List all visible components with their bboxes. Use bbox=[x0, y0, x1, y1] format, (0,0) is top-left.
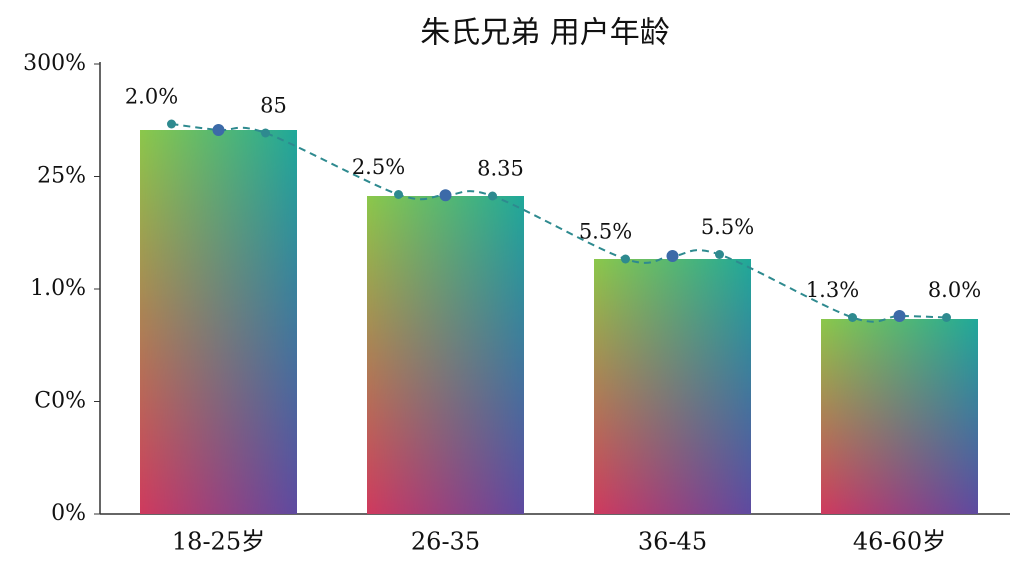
y-tick-label: C0% bbox=[34, 389, 86, 414]
line-point bbox=[942, 313, 951, 322]
annotation: 2.0% bbox=[125, 85, 178, 109]
x-tick-label: 26-35 bbox=[411, 528, 480, 556]
bar-shade bbox=[594, 259, 751, 514]
line-point bbox=[715, 250, 724, 259]
y-tick-label: 300% bbox=[23, 51, 86, 76]
annotation: 85 bbox=[260, 94, 287, 118]
x-tick-label: 18-25岁 bbox=[172, 528, 265, 556]
x-tick-label: 46-60岁 bbox=[853, 528, 946, 556]
line-point bbox=[621, 254, 630, 264]
line-point bbox=[893, 310, 906, 322]
annotation: 8.35 bbox=[477, 157, 524, 181]
line-point bbox=[439, 189, 452, 202]
line-point bbox=[167, 119, 176, 129]
bar-shade bbox=[821, 319, 978, 514]
line-point bbox=[666, 250, 679, 262]
chart-title: 朱氏兄弟 用户年龄 bbox=[420, 16, 670, 51]
line-point bbox=[488, 191, 497, 201]
line-point bbox=[261, 128, 270, 138]
line-point bbox=[394, 190, 403, 199]
annotation: 1.3% bbox=[806, 278, 859, 302]
annotation: 5.5% bbox=[579, 220, 632, 244]
annotation: 2.5% bbox=[352, 155, 405, 179]
bar-shade bbox=[367, 196, 524, 514]
line-point bbox=[848, 313, 857, 322]
y-tick-label: 25% bbox=[37, 164, 86, 189]
bar-shade bbox=[140, 130, 297, 514]
trend-line bbox=[171, 123, 947, 323]
y-tick-label: 0% bbox=[51, 501, 86, 526]
y-tick-label: 1.0% bbox=[30, 276, 86, 301]
x-tick-label: 36-45 bbox=[638, 528, 707, 556]
line-point bbox=[212, 124, 225, 136]
annotation: 5.5% bbox=[701, 215, 754, 239]
annotation: 8.0% bbox=[928, 278, 981, 302]
